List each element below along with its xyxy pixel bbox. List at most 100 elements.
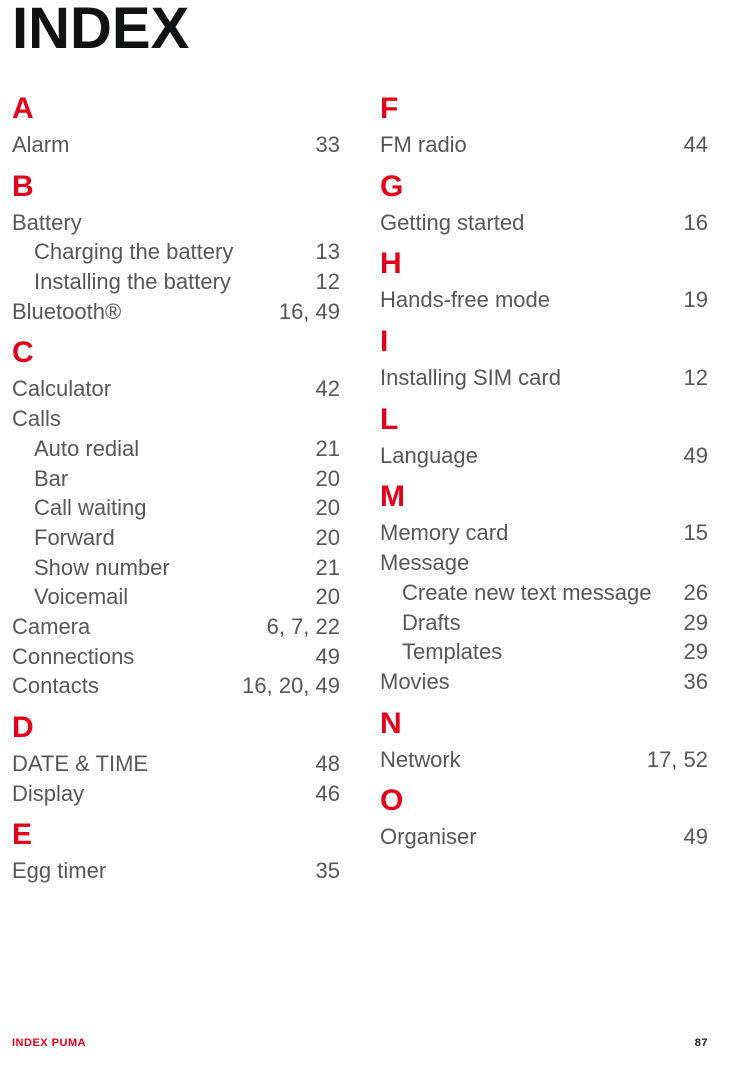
entry-egg-timer: Egg timer 35 (12, 856, 340, 886)
entry-term: Display (12, 779, 308, 809)
entry-page: 49 (308, 642, 340, 672)
section-letter-b: B (12, 172, 340, 202)
entry-term: Installing the battery (12, 267, 308, 297)
section-letter-c: C (12, 338, 340, 368)
entry-term: Charging the battery (12, 237, 308, 267)
entry-battery-installing: Installing the battery 12 (12, 267, 340, 297)
entry-term: Call waiting (12, 493, 308, 523)
group-battery: Battery (12, 208, 340, 238)
entry-alarm: Alarm 33 (12, 130, 340, 160)
entry-battery-charging: Charging the battery 13 (12, 237, 340, 267)
entry-bluetooth: Bluetooth® 16, 49 (12, 297, 340, 327)
entry-term: Language (380, 441, 676, 471)
entry-page: 46 (308, 779, 340, 809)
entry-page: 17, 52 (639, 745, 708, 775)
entry-message-drafts: Drafts 29 (380, 608, 708, 638)
entry-term: Templates (380, 637, 676, 667)
right-column: F FM radio 44 G Getting started 16 H Han… (380, 82, 708, 886)
entry-page: 36 (676, 667, 708, 697)
entry-page: 26 (676, 578, 708, 608)
entry-page: 20 (308, 582, 340, 612)
entry-page: 15 (676, 518, 708, 548)
entry-page: 21 (308, 553, 340, 583)
entry-page: 29 (676, 637, 708, 667)
entry-display: Display 46 (12, 779, 340, 809)
entry-language: Language 49 (380, 441, 708, 471)
entry-page: 21 (308, 434, 340, 464)
section-letter-e: E (12, 820, 340, 850)
entry-getting-started: Getting started 16 (380, 208, 708, 238)
entry-date-time: DATE & TIME 48 (12, 749, 340, 779)
entry-connections: Connections 49 (12, 642, 340, 672)
entry-term: Installing SIM card (380, 363, 676, 393)
entry-movies: Movies 36 (380, 667, 708, 697)
entry-term: Bar (12, 464, 308, 494)
page-title: INDEX (12, 0, 708, 58)
entry-calls-voicemail: Voicemail 20 (12, 582, 340, 612)
left-column: A Alarm 33 B Battery Charging the batter… (12, 82, 340, 886)
entry-page: 16 (676, 208, 708, 238)
group-message: Message (380, 548, 708, 578)
entry-page: 16, 20, 49 (234, 671, 340, 701)
entry-term: Camera (12, 612, 259, 642)
entry-term: Show number (12, 553, 308, 583)
entry-page: 20 (308, 523, 340, 553)
entry-term: Contacts (12, 671, 234, 701)
entry-term: Drafts (380, 608, 676, 638)
entry-calculator: Calculator 42 (12, 374, 340, 404)
entry-calls-call-waiting: Call waiting 20 (12, 493, 340, 523)
entry-memory-card: Memory card 15 (380, 518, 708, 548)
entry-calls-forward: Forward 20 (12, 523, 340, 553)
entry-term: Memory card (380, 518, 676, 548)
entry-term: Auto redial (12, 434, 308, 464)
entry-network: Network 17, 52 (380, 745, 708, 775)
entry-calls-show-number: Show number 21 (12, 553, 340, 583)
section-letter-d: D (12, 713, 340, 743)
entry-installing-sim: Installing SIM card 12 (380, 363, 708, 393)
entry-message-templates: Templates 29 (380, 637, 708, 667)
entry-term: DATE & TIME (12, 749, 308, 779)
entry-term: Getting started (380, 208, 676, 238)
entry-message-create: Create new text message 26 (380, 578, 708, 608)
entry-term: Hands-free mode (380, 285, 676, 315)
page-footer: INDEX PUMA 87 (12, 1037, 708, 1049)
section-letter-i: I (380, 327, 708, 357)
index-page: INDEX A Alarm 33 B Battery Charging the … (0, 0, 738, 1071)
section-letter-f: F (380, 94, 708, 124)
entry-term: Alarm (12, 130, 308, 160)
entry-camera: Camera 6, 7, 22 (12, 612, 340, 642)
entry-term: Movies (380, 667, 676, 697)
entry-term: Organiser (380, 822, 676, 852)
entry-fm-radio: FM radio 44 (380, 130, 708, 160)
entry-term: Forward (12, 523, 308, 553)
entry-term: Calculator (12, 374, 308, 404)
entry-page: 29 (676, 608, 708, 638)
section-letter-l: L (380, 405, 708, 435)
entry-page: 16, 49 (271, 297, 340, 327)
entry-page: 48 (308, 749, 340, 779)
entry-page: 44 (676, 130, 708, 160)
entry-calls-bar: Bar 20 (12, 464, 340, 494)
section-letter-h: H (380, 249, 708, 279)
entry-term: Bluetooth® (12, 297, 271, 327)
entry-term: Connections (12, 642, 308, 672)
entry-calls-auto-redial: Auto redial 21 (12, 434, 340, 464)
section-letter-o: O (380, 786, 708, 816)
entry-term: Egg timer (12, 856, 308, 886)
entry-page: 6, 7, 22 (259, 612, 340, 642)
group-calls: Calls (12, 404, 340, 434)
section-letter-n: N (380, 709, 708, 739)
entry-page: 20 (308, 493, 340, 523)
entry-page: 20 (308, 464, 340, 494)
entry-term: FM radio (380, 130, 676, 160)
index-columns: A Alarm 33 B Battery Charging the batter… (12, 82, 708, 886)
entry-page: 35 (308, 856, 340, 886)
footer-text: INDEX PUMA (12, 1037, 86, 1049)
entry-page: 42 (308, 374, 340, 404)
entry-page: 19 (676, 285, 708, 315)
footer-page-number: 87 (695, 1037, 708, 1049)
entry-contacts: Contacts 16, 20, 49 (12, 671, 340, 701)
entry-hands-free: Hands-free mode 19 (380, 285, 708, 315)
entry-page: 12 (676, 363, 708, 393)
entry-term: Create new text message (380, 578, 676, 608)
